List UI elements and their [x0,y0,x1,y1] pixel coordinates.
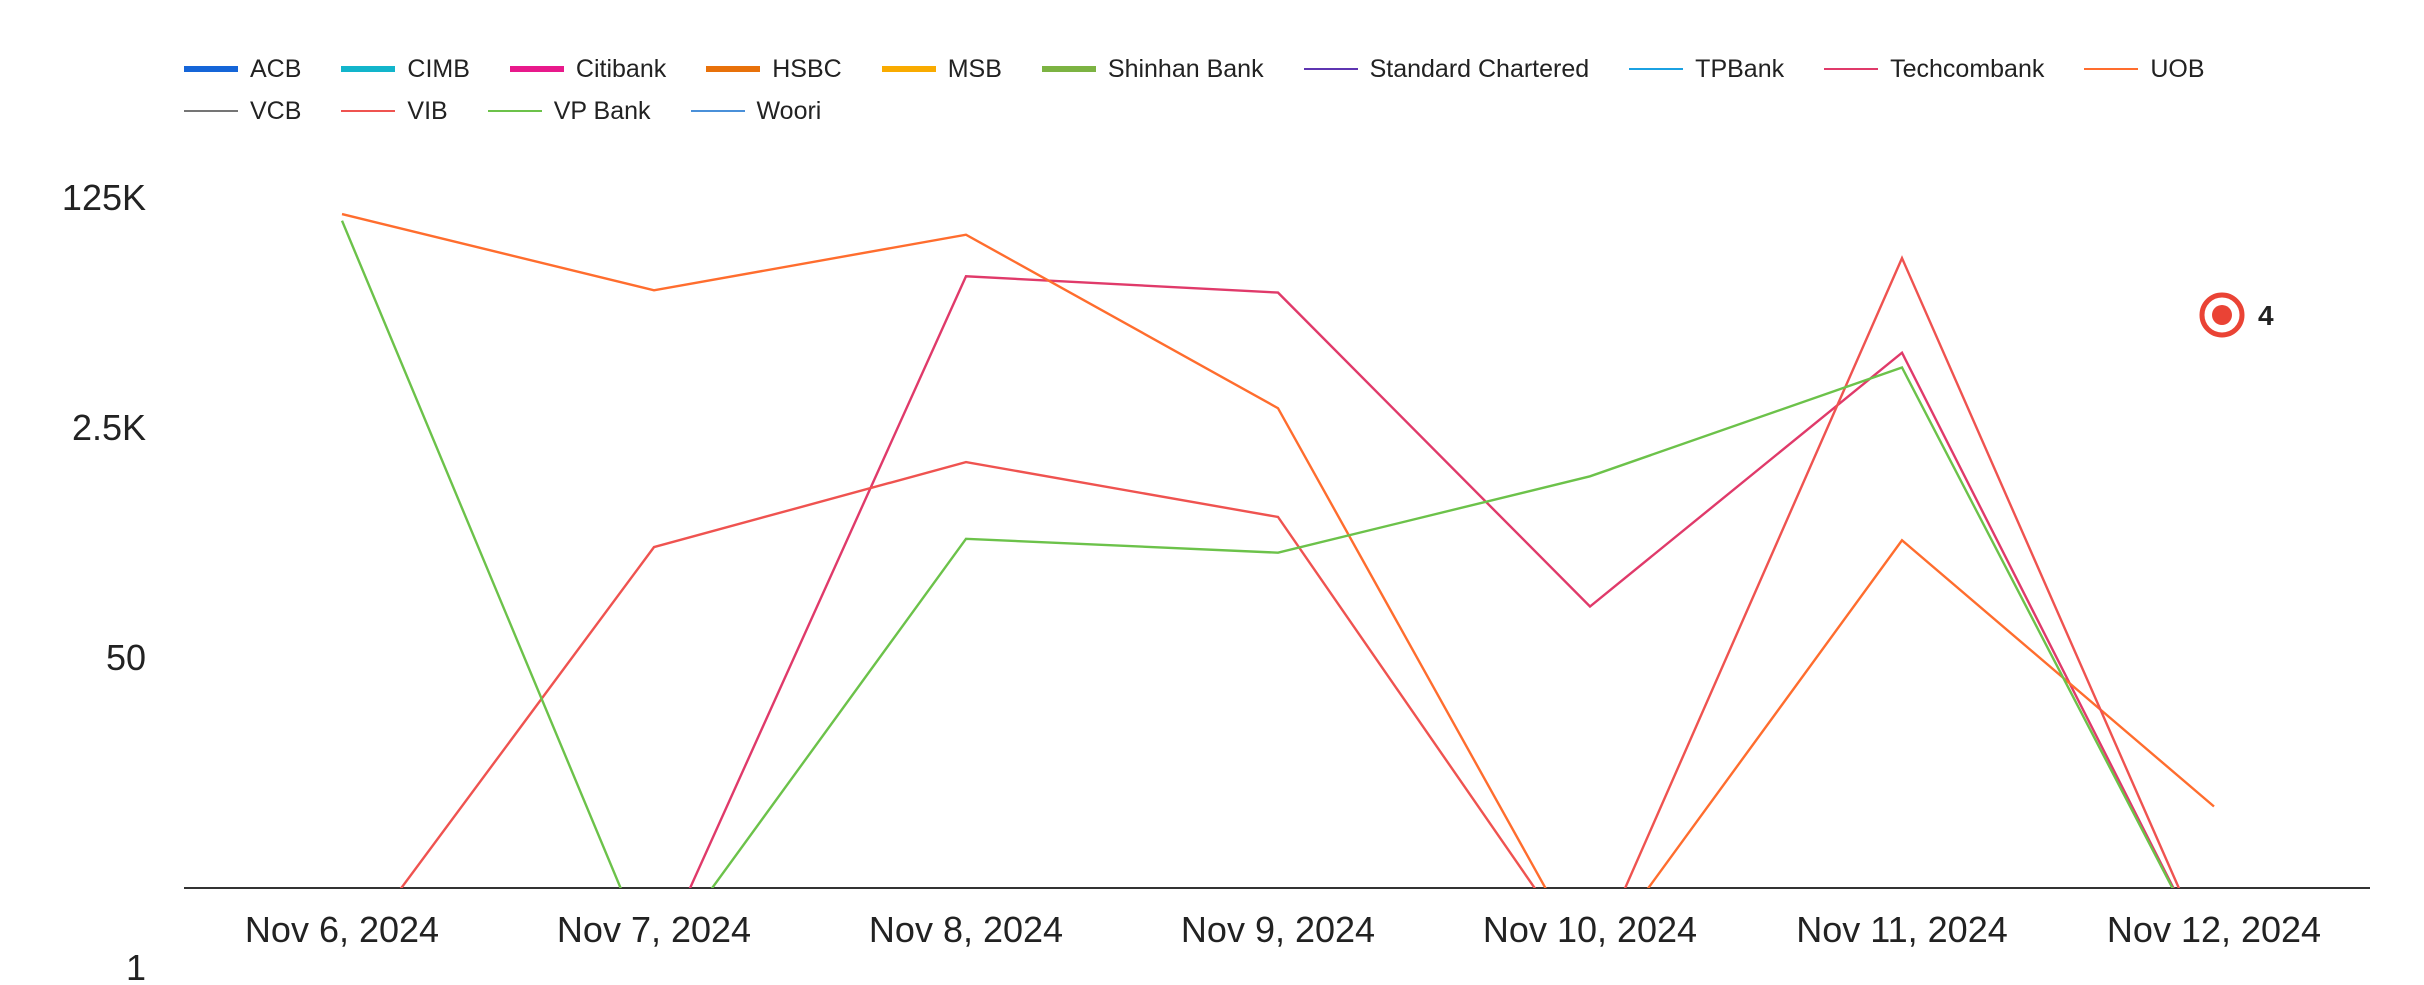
legend-item-vib[interactable]: VIB [341,96,448,126]
legend-swatch [341,66,396,72]
legend-item-tpbank[interactable]: TPBank [1629,55,1784,84]
legend-label: ACB [250,54,302,83]
y-tick-label: 125K [62,177,146,218]
annotation-dot [2212,305,2232,325]
x-tick-label: Nov 11, 2024 [1796,909,2007,950]
legend-label: VIB [407,96,448,125]
legend-swatch [690,110,745,112]
legend-swatch [341,110,396,112]
annotation-label: 4 [2258,300,2274,331]
x-tick-label: Nov 10, 2024 [1483,909,1697,950]
legend-label: HSBC [772,54,842,83]
legend-swatch [2084,68,2139,70]
x-tick-label: Nov 7, 2024 [557,909,751,950]
legend-label: MSB [947,54,1002,83]
legend-item-acb[interactable]: ACB [184,55,301,84]
legend-item-uob[interactable]: UOB [2084,54,2205,84]
legend-label: Citibank [575,54,667,83]
legend-item-standard-chartered[interactable]: Standard Chartered [1303,54,1590,84]
chart-legend: ACB CIMB Citibank HSBC MSB Shinhan Bank Standa… [184,48,2384,132]
legend-item-vcb[interactable]: VCB [184,97,301,126]
x-tick-label: Nov 8, 2024 [869,909,1063,950]
legend-swatch [487,110,542,112]
legend-item-hsbc[interactable]: HSBC [706,54,842,84]
legend-swatch [184,110,238,112]
legend-swatch [1824,68,1879,70]
legend-label: Shinhan Bank [1107,54,1264,83]
y-tick-label: 1 [126,947,146,985]
legend-item-cimb[interactable]: CIMB [341,55,470,84]
legend-swatch [1303,68,1358,70]
legend-label: TPBank [1695,54,1785,83]
legend-label: VCB [250,96,302,125]
legend-swatch [1041,66,1096,72]
legend-item-vp-bank[interactable]: VP Bank [487,96,651,126]
legend-label: CIMB [407,54,470,83]
legend-label: Woori [756,96,822,125]
y-tick-label: 2.5K [72,407,146,448]
legend-swatch [509,66,564,72]
legend-swatch [706,66,761,72]
legend-item-woori[interactable]: Woori [690,96,822,126]
x-tick-label: Nov 6, 2024 [245,909,439,950]
legend-row: VCB VIB VP Bank Woori [184,90,2384,132]
legend-swatch [184,66,238,72]
x-tick-label: Nov 9, 2024 [1181,909,1375,950]
series-line-vp-bank [340,220,2174,888]
x-tick-label: Nov 12, 2024 [2107,909,2321,950]
legend-item-techcombank[interactable]: Techcombank [1824,55,2044,84]
legend-item-shinhan-bank[interactable]: Shinhan Bank [1041,54,1264,84]
legend-label: UOB [2150,54,2205,83]
legend-item-msb[interactable]: MSB [881,54,1002,84]
legend-label: VP Bank [553,96,651,125]
legend-label: Standard Chartered [1369,54,1590,83]
series-lines [340,212,2215,888]
y-tick-label: 50 [106,637,146,678]
legend-swatch [1629,68,1684,70]
legend-row: ACB CIMB Citibank HSBC MSB Shinhan Bank Standa… [184,48,2384,90]
series-line-vib [399,255,2181,888]
legend-swatch [881,66,936,72]
series-line-techcombank [688,275,2175,888]
series-line-uob [341,212,2215,888]
legend-label: Techcombank [1890,54,2045,83]
legend-item-citibank[interactable]: Citibank [509,54,667,84]
